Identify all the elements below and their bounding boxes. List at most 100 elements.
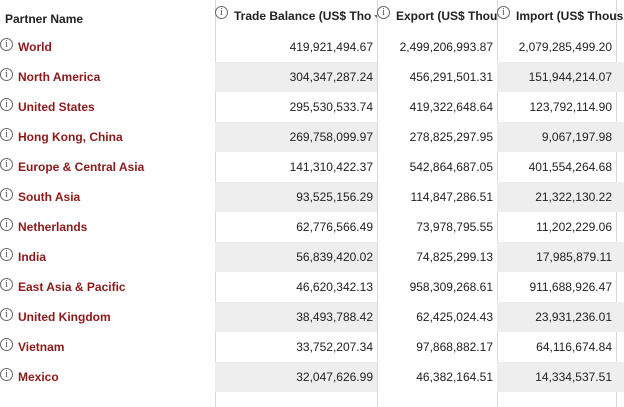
export-cell: 73,978,795.55 [416, 220, 493, 234]
partner-name-link[interactable]: United Kingdom [18, 310, 111, 324]
partner-cell: i Hong Kong, China [0, 122, 215, 152]
overflow-cell [616, 242, 624, 272]
header-trade-balance-label: Trade Balance (US$ Tho [234, 9, 372, 23]
header-partner-name[interactable]: Partner Name [0, 0, 215, 32]
overflow-cell [616, 182, 624, 212]
export-cell: 46,382,164.51 [416, 370, 493, 384]
export-cell: 74,825,299.13 [416, 250, 493, 264]
overflow-cell [616, 62, 624, 92]
trade-balance-cell: 141,310,422.37 [289, 160, 373, 174]
info-icon[interactable]: i [0, 67, 13, 81]
table-row: i Netherlands 62,776,566.49 73,978,795.55 11… [0, 212, 624, 242]
partner-name-link[interactable]: United States [18, 100, 95, 114]
info-icon[interactable]: i [0, 97, 13, 111]
export-cell: 542,864,687.05 [409, 160, 493, 174]
info-icon[interactable]: i [377, 5, 390, 19]
table-row: i United Kingdom 38,493,788.42 62,425,024.4… [0, 302, 624, 332]
import-cell: 17,985,879.11 [497, 242, 616, 272]
partner-cell: i South Asia [0, 182, 215, 212]
sort-descending-icon[interactable] [374, 15, 377, 21]
overflow-cell [616, 332, 624, 362]
import-cell: 123,792,114.90 [529, 100, 612, 114]
table-row: i Mexico 32,047,626.99 46,382,164.51 14,334,… [0, 362, 624, 392]
header-trade-balance[interactable]: i Trade Balance (US$ Tho [215, 0, 377, 32]
partner-name-link[interactable]: South Asia [18, 190, 81, 204]
table-row: i World 419,921,494.67 2,499,206,993.87 2,07… [0, 32, 624, 62]
partner-cell: i United States [0, 92, 215, 122]
import-cell: 2,079,285,499.20 [518, 40, 612, 54]
export-cell: 419,322,648.64 [409, 100, 493, 114]
export-cell: 62,425,024.43 [416, 310, 493, 324]
partner-cell: i Vietnam [0, 332, 215, 362]
info-icon[interactable]: i [0, 127, 13, 141]
header-import[interactable]: i Import (US$ Thous [497, 0, 624, 32]
info-icon[interactable]: i [0, 337, 13, 351]
partner-name-link[interactable]: East Asia & Pacific [18, 280, 126, 294]
import-cell: 23,931,236.01 [497, 302, 616, 332]
partner-name-link[interactable]: India [18, 250, 47, 264]
table-row: i United States 295,530,533.74 419,322,648.… [0, 92, 624, 122]
info-icon[interactable]: i [0, 37, 13, 51]
export-cell: 97,868,882.17 [416, 340, 493, 354]
info-icon[interactable]: i [497, 5, 510, 19]
partner-name-link[interactable]: North America [18, 70, 101, 84]
table-row: i East Asia & Pacific 46,620,342.13 958,309… [0, 272, 624, 302]
export-cell: 278,825,297.95 [409, 130, 493, 144]
partner-cell: i East Asia & Pacific [0, 272, 215, 302]
info-icon[interactable]: i [0, 277, 13, 291]
info-icon[interactable]: i [0, 157, 13, 171]
info-icon[interactable]: i [0, 367, 13, 381]
table-row: i India 56,839,420.02 74,825,299.13 17,985,8… [0, 242, 624, 272]
column-divider [377, 0, 378, 407]
trade-balance-cell: 269,758,099.97 [215, 122, 377, 152]
trade-balance-cell: 32,047,626.99 [215, 362, 377, 392]
trade-balance-cell: 33,752,207.34 [296, 340, 373, 354]
info-icon[interactable]: i [0, 247, 13, 261]
partner-name-link[interactable]: Europe & Central Asia [18, 160, 145, 174]
info-icon[interactable]: i [215, 5, 228, 19]
partner-cell: i Netherlands [0, 212, 215, 242]
trade-balance-cell: 46,620,342.13 [296, 280, 373, 294]
partner-name-link[interactable]: Hong Kong, China [18, 130, 123, 144]
partner-name-link[interactable]: Mexico [18, 370, 59, 384]
import-cell: 21,322,130.22 [497, 182, 616, 212]
trade-balance-cell: 295,530,533.74 [289, 100, 373, 114]
import-cell: 11,202,229.06 [536, 220, 612, 234]
header-import-label: Import (US$ Thous [516, 9, 624, 23]
trade-balance-cell: 56,839,420.02 [215, 242, 377, 272]
export-cell: 456,291,501.31 [409, 70, 493, 84]
partner-cell: i India [0, 242, 215, 272]
import-cell: 911,688,926.47 [529, 280, 612, 294]
partner-name-link[interactable]: World [18, 40, 52, 54]
table-row: i South Asia 93,525,156.29 114,847,286.51 21… [0, 182, 624, 212]
overflow-cell [616, 272, 624, 302]
export-cell: 114,847,286.51 [410, 190, 493, 204]
info-icon[interactable]: i [0, 187, 13, 201]
trade-balance-cell: 419,921,494.67 [289, 40, 373, 54]
overflow-cell [616, 92, 624, 122]
table-row: i Vietnam 33,752,207.34 97,868,882.17 64,116… [0, 332, 624, 362]
trade-balance-cell: 38,493,788.42 [215, 302, 377, 332]
header-export[interactable]: i Export (US$ Thous [377, 0, 497, 32]
overflow-cell [616, 212, 624, 242]
overflow-cell [616, 122, 624, 152]
info-icon[interactable]: i [0, 217, 13, 231]
import-cell: 151,944,214.07 [497, 62, 616, 92]
table-row: i North America 304,347,287.24 456,291,501.… [0, 62, 624, 92]
partner-cell: i United Kingdom [0, 302, 215, 332]
export-cell: 2,499,206,993.87 [399, 40, 493, 54]
header-export-label: Export (US$ Thous [396, 9, 497, 23]
partner-cell: i North America [0, 62, 215, 92]
partner-cell: i Europe & Central Asia [0, 152, 215, 182]
trade-balance-cell: 93,525,156.29 [215, 182, 377, 212]
import-cell: 14,334,537.51 [497, 362, 616, 392]
import-cell: 401,554,264.68 [528, 160, 612, 174]
overflow-cell [616, 302, 624, 332]
partner-name-link[interactable]: Vietnam [18, 340, 65, 354]
overflow-cell [616, 362, 624, 392]
overflow-cell [616, 32, 624, 62]
info-icon[interactable]: i [0, 307, 13, 321]
partner-name-link[interactable]: Netherlands [18, 220, 88, 234]
header-partner-label: Partner Name [5, 11, 84, 26]
